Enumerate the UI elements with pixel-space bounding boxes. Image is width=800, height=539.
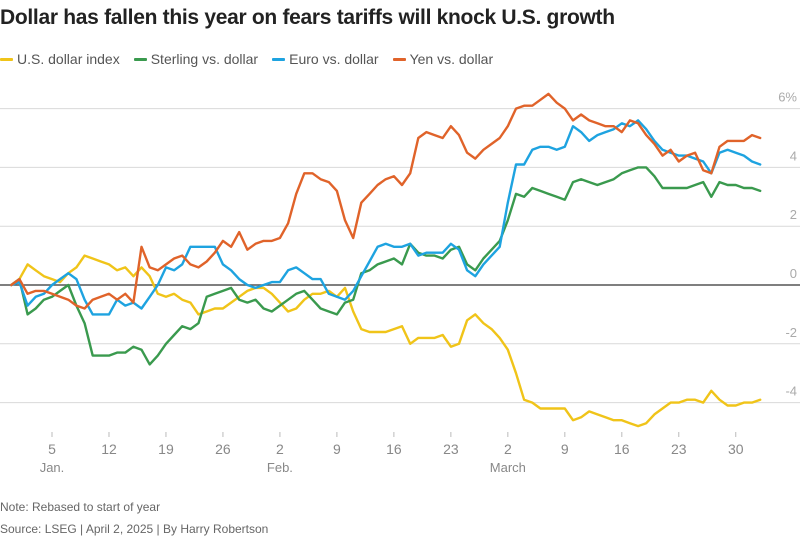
legend-swatch (0, 57, 13, 61)
series-line-yen-vs-dollar (10, 92, 762, 310)
y-tick-label: -4 (785, 384, 797, 399)
chart-note: Note: Rebased to start of year (0, 500, 161, 514)
series-line-u-s-dollar-index (10, 254, 762, 428)
x-tick-label: 9 (561, 441, 569, 457)
x-tick-label: 9 (333, 441, 341, 457)
legend-swatch (392, 57, 406, 61)
legend-swatch (272, 57, 286, 61)
legend-label: U.S. dollar index (17, 51, 120, 67)
x-tick-label: 26 (215, 441, 231, 457)
chart-source: Source: LSEG | April 2, 2025 | By Harry … (0, 522, 269, 536)
x-tick-label: 23 (671, 441, 687, 457)
legend-label: Yen vs. dollar (409, 51, 494, 67)
x-tick-label: 23 (443, 441, 459, 457)
legend-label: Sterling vs. dollar (150, 51, 259, 67)
chart-title: Dollar has fallen this year on fears tar… (0, 6, 615, 29)
y-tick-label: 6% (778, 90, 797, 105)
series-line-sterling-vs-dollar (10, 166, 762, 366)
x-month-label: Feb. (267, 460, 293, 475)
x-tick-label: 16 (614, 441, 630, 457)
x-tick-label: 30 (728, 441, 744, 457)
x-tick-label: 16 (386, 441, 402, 457)
x-tick-label: 19 (158, 441, 174, 457)
legend: U.S. dollar index Sterling vs. dollar Euro… (0, 51, 493, 67)
x-tick-label: 5 (48, 441, 56, 457)
legend-item: U.S. dollar index (0, 51, 120, 67)
legend-item: Sterling vs. dollar (133, 51, 259, 67)
y-tick-label: 4 (790, 148, 797, 163)
x-tick-label: 2 (276, 441, 284, 457)
y-tick-label: -2 (785, 325, 797, 340)
x-month-label: March (490, 460, 526, 475)
y-tick-label: 2 (790, 207, 797, 222)
legend-item: Euro vs. dollar (272, 51, 379, 67)
y-tick-label: 0 (790, 266, 797, 281)
x-tick-label: 2 (504, 441, 512, 457)
x-tick-label: 12 (101, 441, 117, 457)
legend-swatch (133, 57, 147, 61)
x-month-label: Jan. (40, 460, 65, 475)
legend-item: Yen vs. dollar (392, 51, 494, 67)
legend-label: Euro vs. dollar (289, 51, 379, 67)
